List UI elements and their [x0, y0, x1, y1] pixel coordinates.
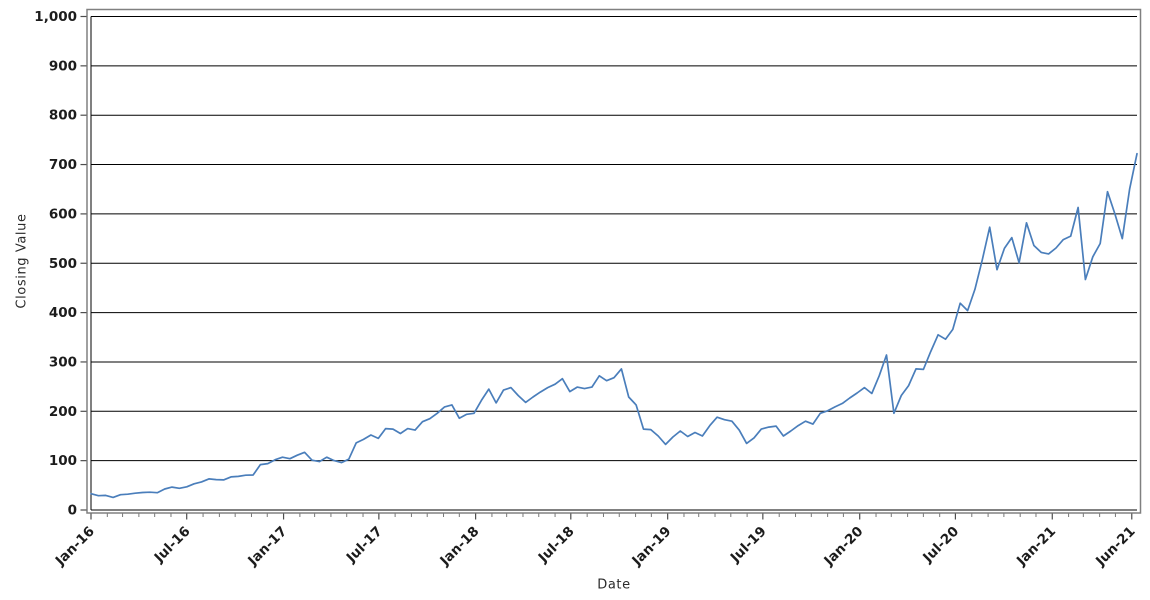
x-tick-label-Jul-17: Jul-17: [343, 524, 386, 567]
y-tick-label-0: 0: [68, 503, 77, 519]
y-tick-label-300: 300: [49, 354, 77, 370]
x-tick-label-Jan-16: Jan-16: [52, 524, 98, 570]
x-axis-title: Date: [597, 577, 631, 593]
y-tick-label-600: 600: [49, 206, 77, 222]
x-tick-label-Jul-20: Jul-20: [919, 524, 962, 567]
y-tick-label-400: 400: [49, 305, 77, 321]
y-tick-label-200: 200: [49, 404, 77, 420]
x-tick-label-Jan-19: Jan-19: [628, 524, 674, 570]
x-tick-label-Jul-16: Jul-16: [151, 524, 194, 567]
y-tick-label-800: 800: [49, 108, 77, 124]
y-tick-label-900: 900: [49, 58, 77, 74]
x-tick-label-Jul-19: Jul-19: [727, 524, 770, 567]
x-tick-label-Jul-18: Jul-18: [535, 524, 578, 567]
x-tick-label-Jan-17: Jan-17: [244, 524, 290, 570]
y-axis-title: Closing Value: [14, 213, 30, 309]
closing-value-line: [90, 152, 1138, 499]
x-tick-label-Jan-21: Jan-21: [1013, 524, 1059, 570]
x-tick-label-Jan-18: Jan-18: [436, 524, 482, 570]
y-tick-label-100: 100: [49, 453, 77, 469]
y-tick-label-500: 500: [49, 256, 77, 272]
y-tick-label-700: 700: [49, 157, 77, 173]
x-tick-label-Jan-20: Jan-20: [820, 524, 866, 570]
chart-frame: [86, 8, 1142, 514]
y-tick-label-1,000: 1,000: [34, 9, 77, 25]
x-tick-label-Jun-21: Jun-21: [1092, 524, 1138, 570]
